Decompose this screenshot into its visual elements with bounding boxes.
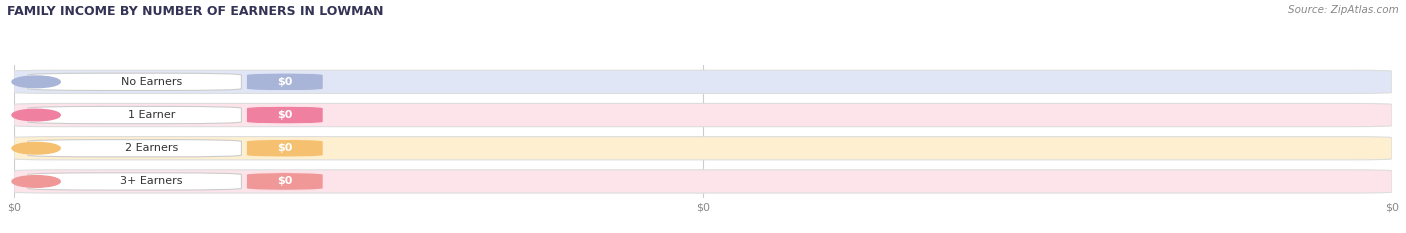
FancyBboxPatch shape	[28, 73, 242, 90]
FancyBboxPatch shape	[14, 170, 1392, 193]
FancyBboxPatch shape	[14, 70, 1392, 93]
Ellipse shape	[13, 176, 60, 187]
Text: No Earners: No Earners	[121, 77, 183, 87]
Text: Source: ZipAtlas.com: Source: ZipAtlas.com	[1288, 5, 1399, 15]
FancyBboxPatch shape	[14, 103, 1392, 127]
Text: $0: $0	[277, 176, 292, 186]
FancyBboxPatch shape	[247, 73, 323, 90]
Text: 1 Earner: 1 Earner	[128, 110, 176, 120]
FancyBboxPatch shape	[247, 106, 323, 124]
FancyBboxPatch shape	[14, 137, 1392, 160]
FancyBboxPatch shape	[28, 106, 242, 124]
Ellipse shape	[13, 76, 60, 88]
Text: $0: $0	[277, 77, 292, 87]
Text: $0: $0	[277, 110, 292, 120]
Text: 3+ Earners: 3+ Earners	[121, 176, 183, 186]
FancyBboxPatch shape	[247, 173, 323, 190]
Text: $0: $0	[277, 143, 292, 153]
Ellipse shape	[13, 142, 60, 154]
Text: FAMILY INCOME BY NUMBER OF EARNERS IN LOWMAN: FAMILY INCOME BY NUMBER OF EARNERS IN LO…	[7, 5, 384, 18]
FancyBboxPatch shape	[28, 140, 242, 157]
FancyBboxPatch shape	[247, 140, 323, 157]
Ellipse shape	[13, 109, 60, 121]
Text: 2 Earners: 2 Earners	[125, 143, 179, 153]
FancyBboxPatch shape	[28, 173, 242, 190]
